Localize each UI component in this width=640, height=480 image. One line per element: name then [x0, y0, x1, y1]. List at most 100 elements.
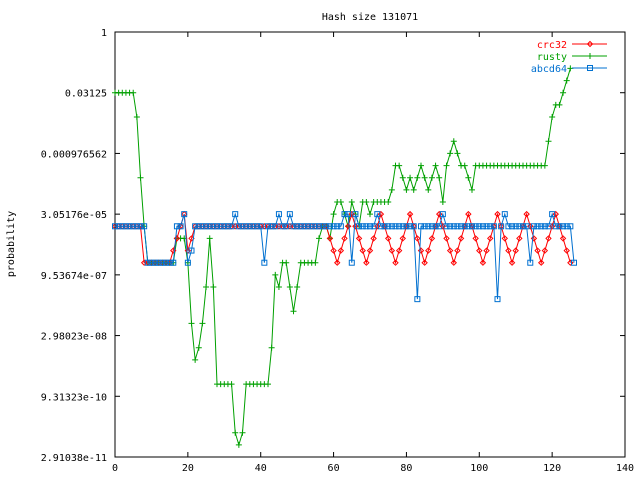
data-point-abcd64: [217, 223, 224, 230]
data-point-crc32: [494, 210, 501, 218]
data-point-rusty: [549, 114, 556, 120]
data-point-abcd64: [163, 259, 169, 266]
data-point-abcd64: [407, 223, 414, 230]
data-point-crc32: [501, 235, 508, 242]
data-point-crc32: [563, 247, 570, 254]
data-point-abcd64: [224, 223, 231, 230]
data-point-abcd64: [173, 223, 180, 230]
data-point-abcd64: [155, 259, 162, 266]
data-point-abcd64: [516, 223, 523, 230]
data-point-abcd64: [330, 223, 337, 230]
data-point-abcd64: [199, 223, 206, 230]
data-point-crc32: [450, 259, 457, 266]
data-point-abcd64: [177, 223, 184, 230]
data-point-rusty: [410, 186, 417, 193]
data-point-abcd64: [228, 223, 235, 230]
data-point-abcd64: [381, 223, 388, 230]
data-point-abcd64: [541, 223, 548, 230]
data-point-rusty: [425, 186, 432, 193]
data-point-abcd64: [137, 223, 144, 230]
data-point-rusty: [556, 101, 563, 108]
data-point-abcd64: [345, 211, 352, 218]
data-point-rusty: [388, 186, 395, 193]
data-point-abcd64: [534, 223, 541, 230]
data-point-abcd64: [567, 223, 574, 230]
data-point-crc32: [476, 247, 483, 254]
data-point-abcd64: [297, 223, 304, 230]
data-point-abcd64: [170, 259, 177, 266]
data-point-abcd64: [458, 223, 465, 230]
data-point-abcd64: [130, 223, 137, 230]
data-point-crc32: [505, 247, 512, 254]
data-point-abcd64: [206, 223, 213, 230]
data-point-rusty: [367, 211, 373, 218]
data-point-crc32: [538, 259, 545, 266]
data-point-abcd64: [443, 223, 450, 230]
data-point-abcd64: [210, 223, 217, 230]
data-point-rusty: [461, 162, 468, 169]
data-point-abcd64: [530, 223, 537, 230]
data-point-abcd64: [334, 223, 341, 230]
data-point-abcd64: [235, 223, 242, 230]
data-point-abcd64: [312, 223, 319, 230]
data-point-abcd64: [469, 223, 475, 230]
data-point-abcd64: [505, 223, 512, 230]
series-rusty: [112, 65, 574, 448]
data-point-abcd64: [246, 223, 253, 230]
data-point-abcd64: [418, 223, 424, 230]
data-point-rusty: [385, 199, 392, 205]
data-point-abcd64: [152, 259, 159, 266]
data-point-abcd64: [425, 223, 432, 230]
data-point-abcd64: [552, 223, 559, 230]
data-point-crc32: [370, 235, 377, 242]
x-tick-label: 20: [182, 463, 194, 474]
data-point-crc32: [487, 235, 494, 242]
data-point-abcd64: [472, 223, 479, 230]
data-point-rusty: [428, 174, 435, 181]
data-point-abcd64: [436, 223, 443, 230]
data-point-rusty: [316, 235, 322, 242]
data-point-abcd64: [265, 223, 271, 230]
data-point-abcd64: [239, 223, 246, 230]
data-point-rusty: [432, 162, 439, 169]
data-point-crc32: [446, 247, 454, 254]
y-tick-label: 1: [101, 28, 107, 39]
data-point-rusty: [545, 138, 552, 145]
data-point-crc32: [523, 210, 530, 218]
data-point-rusty: [399, 174, 406, 181]
data-point-rusty: [206, 235, 213, 242]
data-point-rusty: [286, 284, 293, 290]
data-point-abcd64: [454, 223, 461, 230]
data-point-rusty: [137, 174, 144, 181]
data-point-abcd64: [450, 223, 457, 230]
data-point-crc32: [173, 235, 181, 242]
data-point-abcd64: [490, 223, 497, 230]
data-point-rusty: [265, 381, 271, 388]
data-point-rusty: [195, 344, 202, 351]
data-point-rusty: [421, 174, 428, 181]
data-point-abcd64: [294, 223, 301, 230]
data-point-crc32: [534, 247, 541, 254]
data-point-abcd64: [385, 223, 392, 230]
y-tick-label: 0.000976562: [41, 149, 107, 160]
data-point-abcd64: [214, 223, 220, 230]
data-point-abcd64: [414, 296, 421, 303]
data-point-abcd64: [323, 223, 330, 230]
data-point-rusty: [469, 186, 475, 193]
data-point-crc32: [527, 223, 534, 230]
data-point-abcd64: [290, 223, 297, 230]
data-point-crc32: [374, 223, 381, 230]
data-point-abcd64: [337, 223, 344, 230]
y-tick-label: 2.98023e-08: [41, 332, 107, 343]
data-point-abcd64: [527, 259, 534, 266]
data-point-abcd64: [560, 223, 567, 230]
data-point-rusty: [396, 162, 403, 169]
data-point-abcd64: [261, 259, 268, 266]
data-point-crc32: [567, 259, 574, 266]
data-point-abcd64: [476, 223, 483, 230]
data-point-abcd64: [392, 223, 399, 230]
data-point-crc32: [465, 210, 472, 218]
x-tick-label: 100: [470, 463, 488, 474]
legend-marker-rusty: [587, 53, 593, 59]
